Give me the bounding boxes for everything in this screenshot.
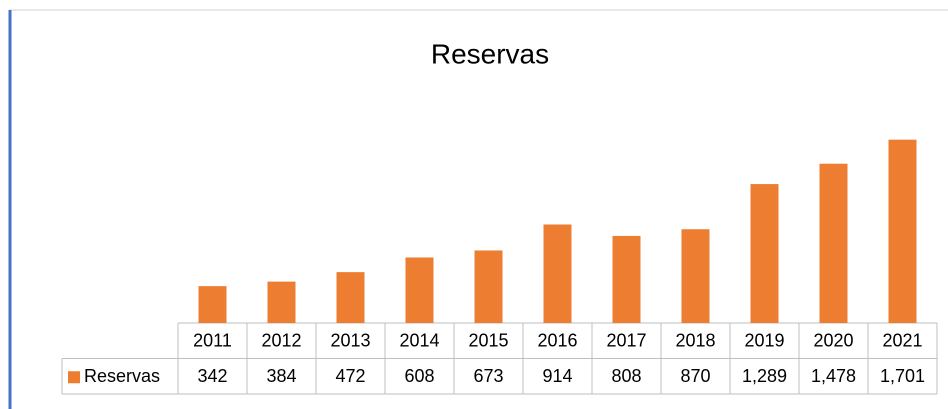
x-tick-label: 2015 [468, 331, 508, 351]
bar [336, 272, 365, 323]
x-tick-label: 2018 [675, 331, 715, 351]
x-tick-label: 2021 [882, 331, 922, 351]
data-label: 870 [680, 366, 710, 386]
x-tick-label: 2017 [606, 331, 646, 351]
legend-label: Reservas [84, 366, 160, 386]
data-label: 472 [335, 366, 365, 386]
bar [474, 250, 503, 323]
data-label: 608 [404, 366, 434, 386]
bar [405, 257, 434, 323]
bar [888, 139, 917, 323]
x-tick-label: 2012 [261, 331, 301, 351]
data-label: 1,478 [811, 366, 856, 386]
bar [750, 184, 779, 323]
data-label: 1,701 [880, 366, 925, 386]
x-tick-label: 2013 [330, 331, 370, 351]
bar [612, 235, 641, 323]
data-label: 808 [611, 366, 641, 386]
data-label: 1,289 [742, 366, 787, 386]
bar [198, 286, 227, 323]
x-tick-label: 2011 [193, 331, 232, 351]
bar [543, 224, 572, 323]
x-tick-label: 2016 [537, 331, 577, 351]
data-label: 673 [473, 366, 503, 386]
chart-title: Reservas [431, 38, 549, 69]
x-tick-label: 2014 [399, 331, 439, 351]
bar [681, 229, 710, 323]
data-label: 384 [266, 366, 296, 386]
bar [267, 281, 296, 323]
legend-swatch [68, 371, 80, 384]
data-label: 342 [197, 366, 227, 386]
x-tick-label: 2019 [744, 331, 784, 351]
x-tick-label: 2020 [813, 331, 853, 351]
bar [819, 163, 848, 323]
data-label: 914 [542, 366, 572, 386]
